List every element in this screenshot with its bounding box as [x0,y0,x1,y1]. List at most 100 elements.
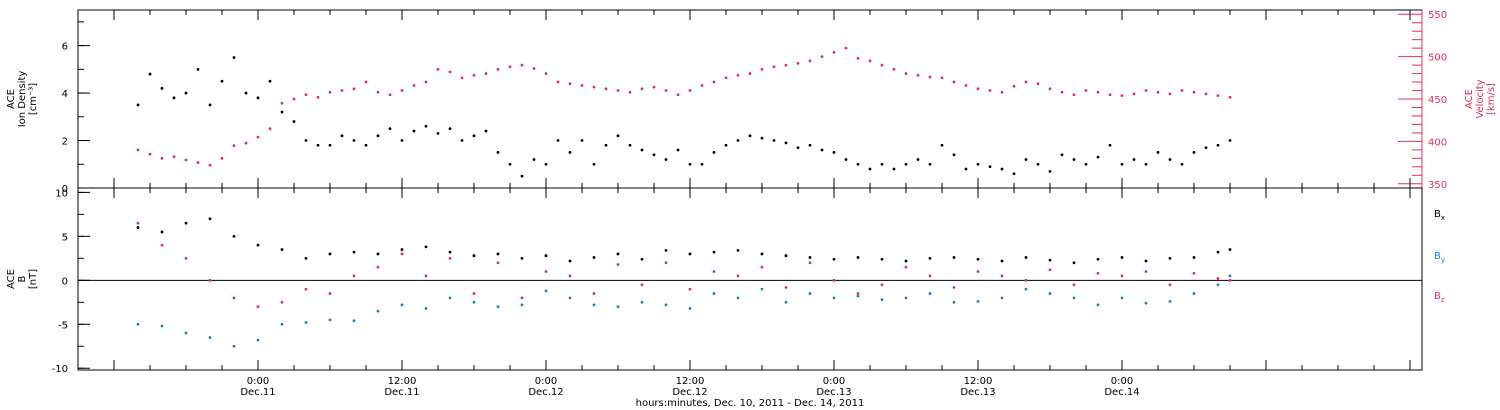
data-point [616,89,620,92]
data-point [688,89,692,92]
data-point [520,303,524,307]
data-point [1072,296,1076,300]
data-point [1204,92,1208,96]
x-tick-date-label: Dec.11 [240,387,275,398]
data-point [1120,162,1124,166]
data-point [328,252,332,256]
legend-item: Bx [1434,209,1445,222]
y2-axis-label-line: [km/s] [1486,83,1497,115]
data-point [856,292,860,295]
data-point [904,259,908,263]
data-point [424,80,428,84]
data-point [616,263,620,266]
data-point [844,158,848,161]
data-point [328,143,332,147]
data-point [880,257,884,261]
data-point [760,265,764,269]
data-point [388,93,392,97]
data-point [328,292,332,295]
data-point [892,67,896,71]
data-point [1048,258,1052,262]
data-point [652,153,656,157]
data-point [256,305,260,309]
data-point [712,80,716,84]
data-point [376,309,380,313]
data-point [640,148,644,152]
data-point [1120,296,1124,300]
data-point [352,319,356,323]
data-point [952,256,956,259]
data-point [136,103,140,107]
data-point [1096,155,1100,159]
data-point [364,143,368,147]
y2-tick-label: 350 [1428,180,1447,191]
data-point [940,143,944,147]
data-point [688,307,692,310]
y2-tick-label: 450 [1428,95,1447,106]
data-point [304,321,308,324]
data-point [784,300,788,304]
x-tick-date-label: Dec.11 [384,387,419,398]
data-point [136,221,140,225]
data-point [148,72,152,76]
data-point [676,93,680,97]
data-point [628,90,632,94]
data-point [544,72,548,75]
data-point [1192,151,1196,154]
data-point [748,134,752,138]
data-point [928,75,932,79]
y-axis-label-line: B [17,275,28,282]
data-point [1000,167,1004,171]
data-point [472,300,476,304]
data-point [592,256,596,259]
data-point [688,162,692,166]
data-point [400,248,404,251]
data-point [868,59,872,63]
data-point [208,278,212,282]
data-point [640,283,644,287]
data-point [556,139,560,142]
data-point [1024,158,1028,161]
y2-tick-label: 550 [1428,10,1447,21]
data-point [784,63,788,67]
data-point [868,167,872,171]
data-point [1168,92,1172,96]
data-point [1048,87,1052,91]
y-tick-label: 5 [62,232,68,243]
x-axis-label: hours:minutes, Dec. 10, 2011 - Dec. 14, … [636,398,865,409]
data-point [784,141,788,145]
data-point [1036,82,1040,86]
data-point [424,307,428,310]
data-point [1144,259,1148,263]
data-point [496,151,500,154]
data-point [1216,283,1220,287]
data-point [1204,146,1208,150]
data-point [592,292,596,295]
data-point [712,151,716,154]
legend-subscript: z [1441,296,1445,304]
data-point [880,162,884,166]
panel-frame [77,9,1423,189]
data-point [412,129,416,133]
data-point [448,127,452,131]
data-point [532,67,536,70]
data-point [640,87,644,91]
data-point [832,257,836,261]
data-point [1132,92,1136,96]
data-point [664,261,668,265]
data-point [568,82,572,86]
data-point [724,143,728,147]
data-point [280,101,284,105]
data-point [376,252,380,256]
data-point [1096,303,1100,307]
data-point [508,65,512,69]
data-point [640,300,644,304]
data-point [616,305,620,309]
data-point [448,250,452,254]
data-point [1228,139,1232,142]
data-point [544,162,548,166]
data-point [736,73,740,77]
y-axis-label: ACEB[nT] [6,269,39,289]
data-point [520,174,524,178]
